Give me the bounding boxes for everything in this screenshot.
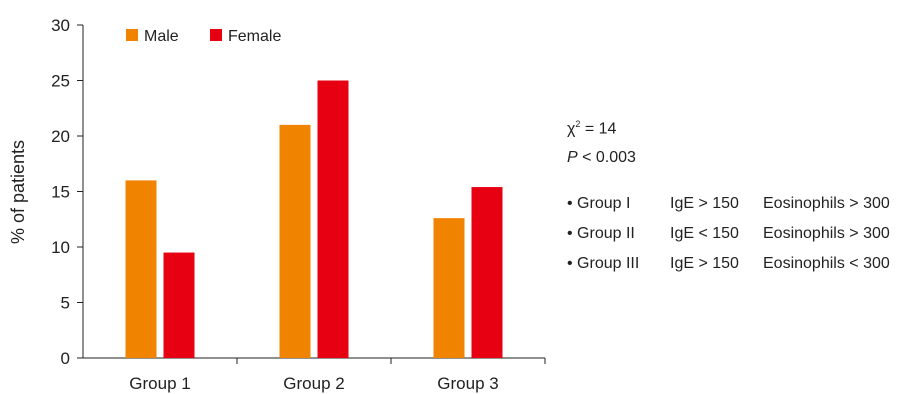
p-value: < 0.003 [577, 149, 636, 166]
group-name: • Group I [567, 195, 631, 212]
bars [125, 80, 503, 359]
chi-square-text: χ2 = 14 [567, 119, 616, 138]
group-definition-row: • Group II IgE < 150 Eosinophils > 300 [567, 225, 890, 243]
y-axis-label: % of patients [8, 140, 28, 244]
group-ige: IgE < 150 [670, 225, 739, 242]
axes: 0 5 10 15 20 25 30 Group 1 Group 2 Group 3 [51, 16, 546, 393]
group-eosinophils: Eosinophils > 300 [763, 225, 890, 242]
chi-value: = 14 [580, 120, 617, 138]
group-eosinophils: Eosinophils < 300 [763, 255, 890, 272]
bar-male [279, 124, 311, 359]
bar-male [125, 180, 157, 358]
y-tick-label: 30 [51, 16, 70, 35]
chi-exponent: 2 [575, 119, 581, 129]
y-tick-label: 5 [61, 294, 70, 313]
y-tick-label: 15 [51, 183, 70, 202]
x-tick-label: Group 3 [437, 374, 498, 393]
y-tick-label: 25 [51, 72, 70, 91]
y-tick-label: 0 [61, 349, 70, 368]
group-name: • Group III [567, 255, 640, 272]
bar-female [317, 80, 349, 358]
x-tick-label: Group 2 [283, 374, 344, 393]
p-letter: P [567, 149, 578, 166]
chi-symbol: χ [567, 120, 576, 138]
group-name: • Group II [567, 225, 635, 242]
x-tick-label: Group 1 [129, 374, 190, 393]
group-definition-row: • Group III IgE > 150 Eosinophils < 300 [567, 255, 890, 273]
legend: Male Female [126, 28, 281, 45]
group-definition-row: • Group I IgE > 150 Eosinophils > 300 [567, 195, 890, 213]
bar-chart: 0 5 10 15 20 25 30 Group 1 Group 2 Group 3 Male Fe… [8, 16, 546, 393]
p-value-text: P < 0.003 [567, 149, 636, 167]
group-ige: IgE > 150 [670, 195, 739, 212]
legend-swatch-male [126, 29, 138, 41]
group-eosinophils: Eosinophils > 300 [763, 195, 890, 212]
bar-female [163, 252, 195, 358]
bar-male [433, 218, 465, 358]
legend-label-male: Male [144, 28, 179, 45]
group-ige: IgE > 150 [670, 255, 739, 272]
y-tick-label: 10 [51, 238, 70, 257]
legend-label-female: Female [228, 28, 281, 45]
bar-female [471, 187, 503, 358]
y-tick-label: 20 [51, 127, 70, 146]
legend-swatch-female [210, 29, 222, 41]
